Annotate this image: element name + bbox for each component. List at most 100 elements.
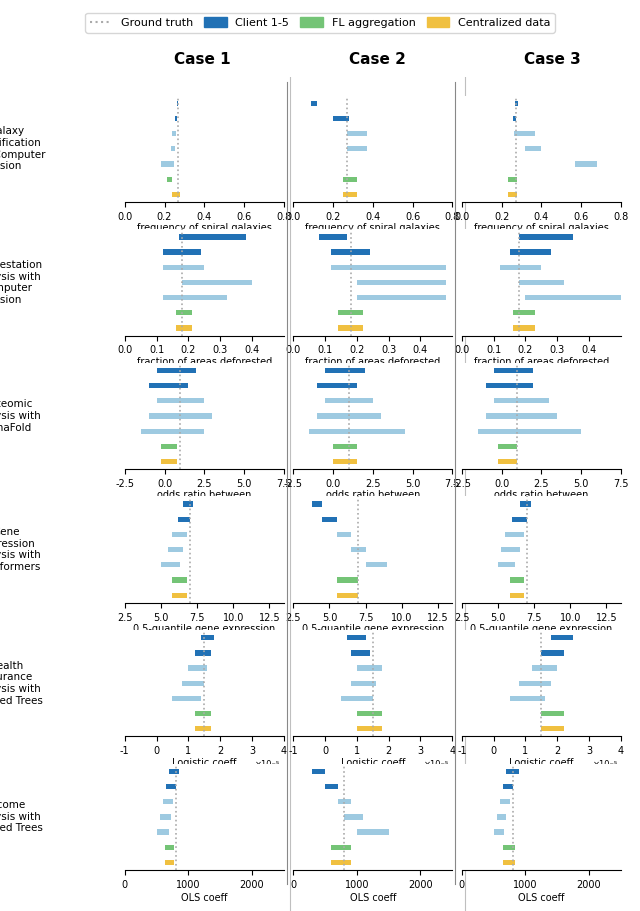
Bar xyxy=(532,665,557,670)
Bar xyxy=(175,116,177,121)
X-axis label: 0.5-quantile gene expression: 0.5-quantile gene expression xyxy=(133,624,275,634)
Bar xyxy=(195,711,211,716)
Text: ×10⁻⁵: ×10⁻⁵ xyxy=(255,760,280,769)
Text: Case 1: Case 1 xyxy=(174,52,231,67)
Bar xyxy=(157,398,204,404)
Text: Deforestation
Analysis with
Computer
Vision: Deforestation Analysis with Computer Vis… xyxy=(0,260,42,305)
Bar xyxy=(341,696,373,701)
Bar xyxy=(500,799,509,804)
Text: Health
Insurance
Analysis with
Boosted Trees: Health Insurance Analysis with Boosted T… xyxy=(0,660,43,706)
X-axis label: Logistic coeff: Logistic coeff xyxy=(509,758,573,767)
Bar xyxy=(317,383,357,388)
Bar xyxy=(525,295,621,301)
Bar xyxy=(325,783,338,789)
X-axis label: odds ratio between
disorder and phosphorylation: odds ratio between disorder and phosphor… xyxy=(470,490,613,512)
Bar xyxy=(499,459,518,465)
Bar xyxy=(148,414,212,419)
Bar xyxy=(312,769,325,774)
X-axis label: odds ratio between
disorder and phosphorylation: odds ratio between disorder and phosphor… xyxy=(132,490,276,512)
Bar xyxy=(503,844,515,850)
Bar xyxy=(519,234,573,240)
Bar xyxy=(500,264,541,270)
Bar xyxy=(541,711,564,716)
Text: Proteomic
Analysis with
AlphaFold: Proteomic Analysis with AlphaFold xyxy=(0,399,41,433)
Bar xyxy=(541,650,564,656)
Bar xyxy=(166,783,175,789)
Bar xyxy=(166,177,173,182)
Bar xyxy=(478,428,581,434)
X-axis label: fraction of areas deforested: fraction of areas deforested xyxy=(474,357,609,366)
Bar xyxy=(357,726,382,732)
Bar xyxy=(515,100,518,106)
Bar xyxy=(165,844,174,850)
Bar xyxy=(182,280,252,285)
Bar xyxy=(513,310,535,315)
Bar xyxy=(319,234,348,240)
Bar xyxy=(509,578,524,583)
X-axis label: frequency of spiral galaxies: frequency of spiral galaxies xyxy=(137,223,272,233)
Bar xyxy=(513,131,536,137)
Bar xyxy=(508,191,518,197)
Bar xyxy=(161,444,177,449)
Bar xyxy=(347,131,367,137)
Bar xyxy=(456,161,466,167)
Bar xyxy=(201,635,214,640)
Bar xyxy=(333,116,349,121)
Bar xyxy=(575,161,597,167)
Legend: Ground truth, Client 1-5, FL aggregation, Centralized data: Ground truth, Client 1-5, FL aggregation… xyxy=(85,13,555,33)
Bar xyxy=(309,428,404,434)
Bar xyxy=(509,592,524,598)
Bar xyxy=(508,177,518,182)
Text: Income
Analysis with
Boosted Trees: Income Analysis with Boosted Trees xyxy=(0,800,43,834)
Bar xyxy=(520,501,531,507)
Bar xyxy=(551,635,573,640)
Bar xyxy=(525,146,541,151)
Bar xyxy=(182,681,204,686)
Bar xyxy=(175,310,191,315)
Bar xyxy=(493,829,504,834)
X-axis label: odds ratio between
disorder and phosphorylation: odds ratio between disorder and phosphor… xyxy=(301,490,445,512)
Bar xyxy=(509,696,545,701)
X-axis label: OLS coeff: OLS coeff xyxy=(349,893,396,903)
Bar xyxy=(357,280,446,285)
X-axis label: fraction of areas deforested: fraction of areas deforested xyxy=(305,357,440,366)
Bar xyxy=(513,116,515,121)
Bar xyxy=(498,562,515,568)
Bar xyxy=(175,325,191,331)
Bar xyxy=(332,264,446,270)
Text: ×10⁻⁵: ×10⁻⁵ xyxy=(424,760,449,769)
Bar xyxy=(179,517,190,522)
Bar xyxy=(332,860,351,865)
X-axis label: Logistic coeff: Logistic coeff xyxy=(340,758,405,767)
Bar xyxy=(172,146,175,151)
Bar xyxy=(506,769,519,774)
Bar xyxy=(338,310,364,315)
X-axis label: fraction of areas deforested: fraction of areas deforested xyxy=(137,357,272,366)
Bar xyxy=(497,814,506,820)
Bar xyxy=(160,814,171,820)
Bar xyxy=(357,295,446,301)
Bar xyxy=(357,829,388,834)
Bar xyxy=(179,234,246,240)
Text: Case 3: Case 3 xyxy=(524,52,581,67)
Bar xyxy=(173,592,187,598)
Text: Galaxy
Classification
with Computer
Vision: Galaxy Classification with Computer Visi… xyxy=(0,127,45,171)
Bar xyxy=(325,398,373,404)
Bar xyxy=(163,799,173,804)
Bar xyxy=(161,161,175,167)
Bar xyxy=(322,517,337,522)
X-axis label: 0.5-quantile gene expression: 0.5-quantile gene expression xyxy=(301,624,444,634)
Bar xyxy=(347,146,367,151)
Bar xyxy=(173,578,187,583)
Bar xyxy=(519,681,551,686)
Bar xyxy=(170,769,179,774)
X-axis label: frequency of spiral galaxies: frequency of spiral galaxies xyxy=(474,223,609,233)
Bar xyxy=(365,562,387,568)
Bar xyxy=(501,547,520,552)
Bar xyxy=(541,726,564,732)
Bar xyxy=(343,177,357,182)
Bar xyxy=(148,383,188,388)
Bar xyxy=(486,414,557,419)
Bar xyxy=(312,501,322,507)
Bar xyxy=(503,783,513,789)
